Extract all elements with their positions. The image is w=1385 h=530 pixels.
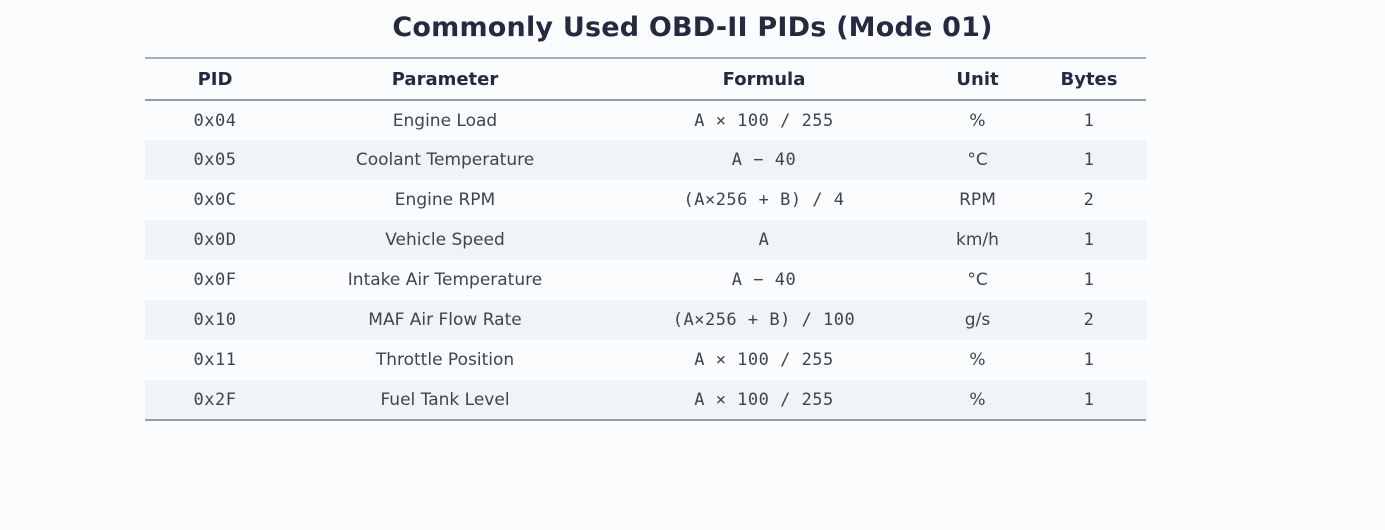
table-cell-formula: A − 40 (731, 270, 797, 290)
table-cell-unit: km/h (956, 230, 999, 250)
table-cell-parameter: Intake Air Temperature (347, 270, 543, 290)
table-cell-pid: 0x11 (193, 350, 237, 370)
table-cell-formula: A (758, 230, 770, 250)
table-cell-unit: % (969, 110, 986, 131)
table-cell-formula: (A×256 + B) / 100 (672, 310, 856, 330)
table-cell-unit: % (969, 389, 986, 410)
table-cell-bytes: 1 (1083, 230, 1095, 250)
table-cell-parameter: Coolant Temperature (355, 150, 535, 170)
table-cell-pid: 0x04 (193, 110, 237, 131)
table-cell-formula: A − 40 (731, 150, 797, 170)
table-cell-pid: 0x0C (193, 190, 237, 210)
table-cell-formula: (A×256 + B) / 4 (683, 190, 845, 210)
table-row: 0x04 Engine Load A × 100 / 255% 1 (145, 100, 1146, 140)
table-row: 0x05 Coolant Temperature A − 40 °C 1 (145, 140, 1146, 180)
table-cell-unit: % (969, 350, 986, 370)
table-cell-parameter: Throttle Position (375, 350, 515, 370)
table-row: 0x10 MAF Air Flow Rate (A×256 + B) / 100 g/… (145, 300, 1146, 340)
table-cell-unit: °C (967, 150, 988, 170)
table-cell-bytes: 2 (1083, 310, 1095, 330)
table-cell-bytes: 2 (1083, 190, 1095, 210)
table-cell-pid: 0x0D (193, 230, 237, 250)
table-cell-formula: A × 100 / 255 (694, 350, 834, 370)
table-row: 0x0F Intake Air Temperature A − 40 °C 1 (145, 260, 1146, 300)
table-cell-formula: A × 100 / 255 (694, 110, 834, 131)
table-row: 0x0C Engine RPM (A×256 + B) / 4 RPM 2 (145, 180, 1146, 220)
table-cell-bytes: 1 (1083, 270, 1095, 290)
table-header: PID Parameter Formula Unit Bytes (145, 58, 1146, 100)
table-cell-parameter: MAF Air Flow Rate (368, 310, 522, 330)
table-cell-bytes: 1 (1083, 110, 1095, 131)
table-cell-parameter: Engine Load (392, 110, 498, 131)
table-header-row: PID Parameter Formula Unit Bytes (145, 58, 1146, 100)
column-header-bytes: Bytes (1060, 68, 1118, 90)
table-cell-unit: g/s (964, 310, 991, 330)
column-header-pid: PID (197, 68, 233, 90)
table-cell-parameter: Vehicle Speed (385, 230, 505, 250)
table-body: 0x04 Engine Load A × 100 / 255% 1 0x05 Coolan… (145, 100, 1146, 420)
table-row: 0x11 Throttle Position A × 100 / 255% 1 (145, 340, 1146, 380)
column-header-unit: Unit (956, 68, 999, 90)
obd-pid-table: PID Parameter Formula Unit Bytes 0x04 Eng… (145, 57, 1146, 421)
table-cell-bytes: 1 (1083, 150, 1095, 170)
table-cell-unit: °C (967, 270, 988, 290)
column-header-formula: Formula (722, 68, 806, 90)
table-cell-formula: A × 100 / 255 (694, 389, 834, 410)
column-header-parameter: Parameter (391, 68, 499, 90)
table-cell-bytes: 1 (1083, 389, 1095, 410)
table-cell-unit: RPM (959, 190, 996, 210)
table-cell-parameter: Engine RPM (394, 190, 496, 210)
table-cell-pid: 0x10 (193, 310, 237, 330)
table-cell-pid: 0x05 (193, 150, 237, 170)
table-cell-bytes: 1 (1083, 350, 1095, 370)
table-cell-pid: 0x0F (193, 270, 237, 290)
page-title: Commonly Used OBD-II PIDs (Mode 01) (392, 12, 993, 43)
table-row: 0x2F Fuel Tank Level A × 100 / 255% 1 (145, 380, 1146, 420)
table-cell-pid: 0x2F (193, 389, 237, 410)
table-cell-parameter: Fuel Tank Level (380, 389, 510, 410)
